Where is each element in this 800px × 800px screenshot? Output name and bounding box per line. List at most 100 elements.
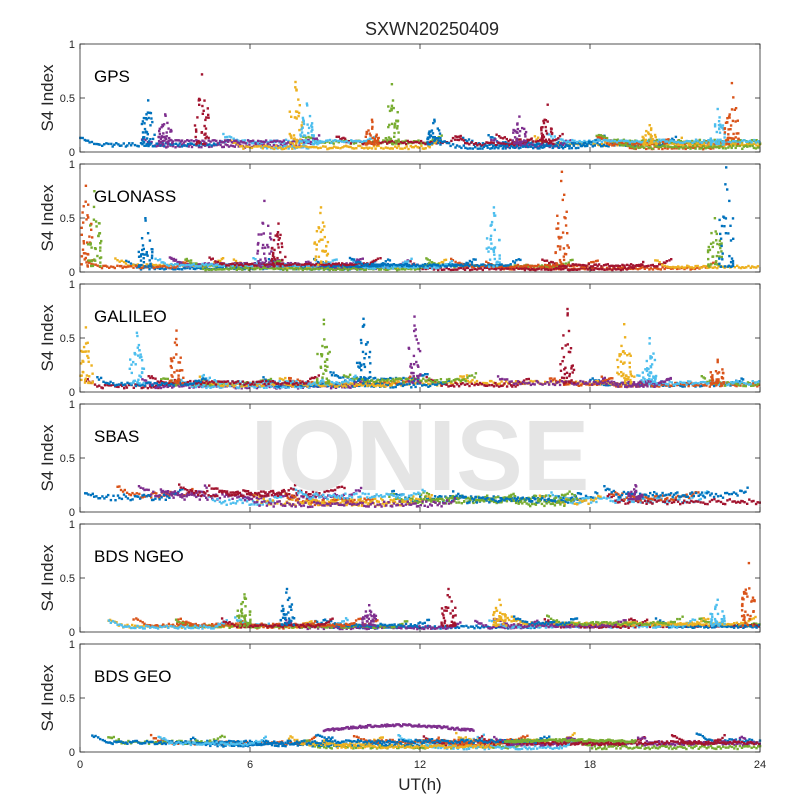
data-point — [98, 256, 102, 260]
data-point — [426, 373, 429, 376]
data-point — [492, 144, 495, 148]
data-point — [142, 247, 145, 251]
data-point — [752, 138, 756, 142]
data-point — [583, 139, 586, 143]
data-point — [250, 266, 253, 270]
data-point — [663, 142, 666, 145]
data-point — [323, 250, 326, 253]
data-point — [231, 264, 234, 268]
data-point — [216, 260, 219, 264]
data-point — [717, 141, 721, 144]
data-point — [674, 381, 677, 385]
data-point — [645, 141, 649, 145]
data-point — [259, 258, 262, 261]
data-point — [631, 266, 634, 269]
data-point — [544, 138, 548, 141]
data-point — [180, 139, 184, 142]
data-point — [177, 144, 180, 147]
data-point — [141, 244, 145, 247]
data-point — [279, 233, 282, 237]
data-point — [149, 138, 152, 141]
data-point — [721, 147, 725, 150]
data-point — [172, 257, 175, 261]
data-point — [729, 141, 732, 144]
data-point — [725, 166, 728, 169]
data-point — [379, 264, 382, 268]
data-point — [643, 139, 647, 142]
data-point — [667, 383, 670, 386]
data-point — [408, 265, 411, 268]
data-point — [608, 264, 611, 268]
data-point — [704, 144, 708, 147]
data-point — [758, 141, 761, 144]
data-point — [641, 263, 644, 267]
data-point — [241, 141, 244, 144]
data-point — [229, 144, 233, 147]
data-point — [551, 261, 554, 264]
data-point — [174, 266, 177, 269]
data-point — [431, 136, 435, 139]
data-point — [410, 257, 413, 260]
data-point — [148, 259, 151, 262]
data-point — [647, 131, 650, 134]
data-point — [219, 143, 222, 147]
data-point — [715, 146, 718, 149]
data-point — [338, 139, 341, 143]
data-point — [527, 139, 530, 142]
data-point — [611, 268, 614, 272]
data-point — [183, 264, 187, 267]
data-point — [523, 264, 526, 267]
data-point — [706, 249, 710, 252]
data-point — [484, 381, 487, 385]
data-point — [727, 146, 730, 149]
data-point — [392, 263, 395, 266]
data-point — [307, 140, 310, 143]
data-point — [306, 104, 309, 107]
data-point — [139, 255, 142, 258]
data-point — [630, 266, 633, 269]
data-point — [171, 145, 175, 148]
data-point — [123, 387, 126, 390]
data-point — [590, 140, 593, 144]
data-point — [443, 268, 446, 271]
data-point — [677, 140, 680, 144]
data-point — [445, 265, 448, 268]
data-point — [723, 127, 727, 130]
data-point — [481, 147, 484, 150]
data-point — [259, 140, 262, 143]
data-point — [628, 146, 632, 150]
data-point — [387, 125, 390, 129]
data-point — [512, 260, 515, 263]
data-point — [387, 105, 390, 108]
data-point — [373, 265, 376, 268]
data-point — [681, 385, 684, 388]
data-point — [362, 264, 365, 267]
data-point — [486, 146, 489, 149]
data-point — [737, 384, 741, 387]
data-point — [229, 263, 233, 266]
data-point — [242, 141, 246, 144]
data-point — [256, 139, 260, 143]
data-point — [389, 376, 392, 380]
data-point — [198, 383, 201, 386]
data-point — [403, 141, 406, 144]
data-point — [712, 261, 715, 264]
data-point — [181, 261, 185, 264]
data-point — [317, 134, 321, 137]
data-point — [592, 260, 595, 264]
data-point — [721, 252, 724, 255]
data-point — [659, 144, 662, 147]
data-point — [163, 268, 166, 271]
data-point — [721, 145, 725, 148]
data-point — [489, 263, 492, 266]
data-point — [417, 139, 420, 142]
data-point — [221, 268, 224, 271]
data-point — [80, 233, 83, 236]
data-point — [389, 137, 393, 141]
data-point — [271, 254, 275, 258]
data-point — [428, 263, 432, 267]
data-point — [291, 147, 294, 150]
data-point — [271, 253, 275, 256]
data-point — [720, 244, 723, 248]
data-point — [368, 132, 371, 135]
